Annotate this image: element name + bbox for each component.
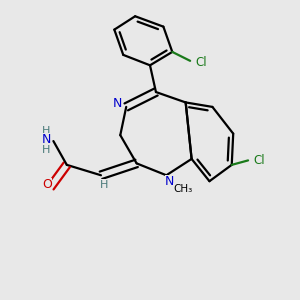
Text: Cl: Cl (254, 154, 265, 167)
Text: H: H (42, 145, 50, 155)
Text: N: N (165, 175, 175, 188)
Text: H: H (100, 180, 108, 190)
Text: N: N (113, 97, 123, 110)
Text: O: O (42, 178, 52, 191)
Text: N: N (41, 133, 51, 146)
Text: Cl: Cl (196, 56, 207, 69)
Text: H: H (42, 126, 50, 136)
Text: CH₃: CH₃ (173, 184, 192, 194)
